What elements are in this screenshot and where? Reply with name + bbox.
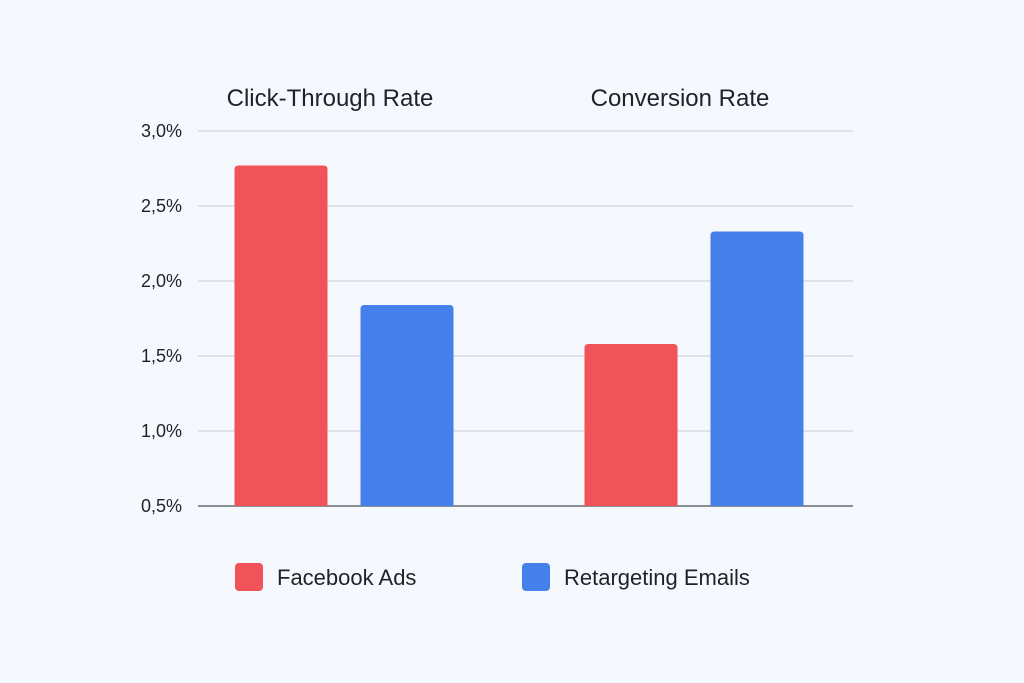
- legend-swatch: [522, 563, 550, 591]
- y-axis-tick-labels: 0,5% 1,0% 1,5% 2,0% 2,5% 3,0%: [141, 121, 182, 516]
- bar-facebook-ads-conversion-rate: [584, 344, 678, 506]
- y-tick-label: 1,5%: [141, 346, 182, 366]
- bars: [234, 165, 804, 506]
- legend-label: Facebook Ads: [277, 565, 416, 590]
- y-tick-label: 0,5%: [141, 496, 182, 516]
- y-tick-label: 1,0%: [141, 421, 182, 441]
- group-titles: Click-Through Rate Conversion Rate: [227, 85, 770, 112]
- legend: Facebook Ads Retargeting Emails: [235, 563, 750, 591]
- category-title: Conversion Rate: [591, 85, 770, 112]
- category-title: Click-Through Rate: [227, 85, 434, 112]
- y-tick-label: 3,0%: [141, 121, 182, 141]
- legend-swatch: [235, 563, 263, 591]
- bar-facebook-ads-click-through-rate: [234, 165, 328, 506]
- y-tick-label: 2,5%: [141, 196, 182, 216]
- bar-retargeting-emails-click-through-rate: [360, 305, 454, 506]
- legend-label: Retargeting Emails: [564, 565, 750, 590]
- y-tick-label: 2,0%: [141, 271, 182, 291]
- bar-retargeting-emails-conversion-rate: [710, 231, 804, 506]
